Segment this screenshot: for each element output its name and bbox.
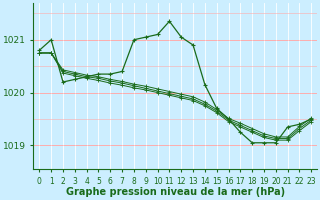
X-axis label: Graphe pression niveau de la mer (hPa): Graphe pression niveau de la mer (hPa) <box>66 187 285 197</box>
